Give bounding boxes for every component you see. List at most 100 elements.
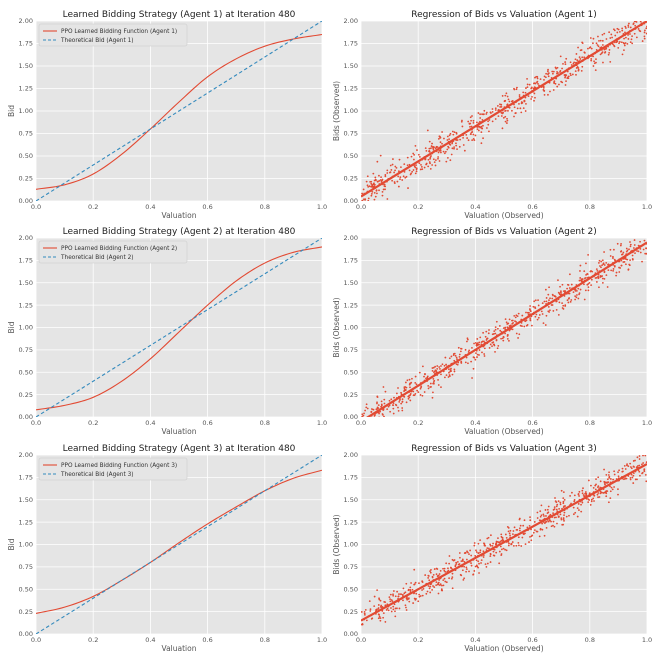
scatter-point [550,525,553,528]
scatter-point [365,180,368,183]
scatter-point [461,119,463,122]
scatter-point [479,336,482,339]
scatter-point [554,497,556,499]
scatter-point [502,539,505,542]
scatter-point [597,275,599,278]
scatter-point [442,584,445,587]
scatter-point [524,543,527,546]
legend-entry: PPO Learned Bidding Function (Agent 2) [61,246,177,252]
scatter-point [555,501,558,504]
scatter-point [603,251,605,253]
scatter-point [378,180,381,182]
scatter-point [478,341,481,344]
scatter-point [466,338,469,341]
scatter-point [371,420,373,422]
scatter-point [646,451,648,453]
scatter-point [370,192,373,195]
scatter-point [450,567,453,569]
scatter-point [509,534,511,537]
scatter-point [573,494,576,497]
scatter-point [499,106,502,108]
scatter-point [462,578,465,581]
scatter-point [534,315,537,318]
scatter-point [500,535,503,538]
scatter-point [623,464,626,467]
scatter-point [394,615,397,618]
scatter-point [413,158,415,161]
scatter-point [484,335,487,338]
scatter-point [613,29,616,32]
scatter-point [513,115,515,118]
scatter-point [368,423,370,425]
scatter-point [578,292,581,295]
scatter-point [465,566,468,569]
scatter-point [401,409,404,412]
scatter-point [411,377,413,380]
scatter-point [431,396,434,399]
scatter-point [397,170,400,173]
series-line-2 [36,21,322,201]
scatter-point [484,563,487,566]
scatter-point [427,585,430,587]
scatter-point [458,353,461,356]
scatter-point [370,410,373,413]
scatter-point [610,486,613,489]
scatter-point [581,489,584,492]
scatter-point [428,140,431,143]
scatter-point [434,164,437,167]
scatter-point [412,602,415,604]
scatter-point [638,29,641,32]
scatter-point [382,188,385,191]
scatter-point [535,530,538,533]
scatter-point [603,468,605,471]
chart-title: Learned Bidding Strategy (Agent 2) at It… [63,227,296,237]
y-tick-label: 2.00 [344,451,358,459]
scatter-point [528,311,530,314]
scatter-point [429,382,432,385]
scatter-point [620,259,623,262]
scatter-point [375,189,378,192]
scatter-point [393,181,396,183]
scatter-point [580,503,582,506]
scatter-point [638,470,641,473]
scatter-point [439,583,442,586]
scatter-point [518,333,521,336]
scatter-point [418,162,421,165]
scatter-point [371,419,373,421]
y-tick-label: 1.50 [344,62,358,70]
scatter-point [394,610,396,613]
scatter-point [609,255,612,257]
scatter-point [508,100,511,103]
scatter-point [515,314,518,317]
scatter-point [578,56,581,59]
legend: PPO Learned Bidding Function (Agent 1) Th… [38,23,188,47]
scatter-point [623,49,625,52]
legend-entry: PPO Learned Bidding Function (Agent 3) [61,463,177,469]
scatter-point [445,562,448,565]
scatter-point [471,377,473,379]
y-tick-label: 2.00 [19,234,33,242]
scatter-point [472,137,475,140]
scatter-point [432,148,435,151]
scatter-point [472,367,475,370]
scatter-point [552,524,554,527]
scatter-point [607,474,610,476]
scatter-point [553,508,556,510]
scatter-point [516,86,518,89]
y-tick-label: 0.00 [19,413,33,421]
y-tick-label: 2.00 [344,234,358,242]
scatter-point [562,497,565,500]
scatter-point [450,577,453,580]
scatter-point [436,146,439,148]
scatter-point [455,132,458,135]
scatter-point [579,49,582,52]
scatter-point [501,127,504,130]
scatter-point [603,32,606,35]
scatter-point [564,76,566,79]
scatter-point [608,31,611,34]
scatter-point [471,139,474,142]
scatter-point [403,387,406,390]
chart-title: Regression of Bids vs Valuation (Agent 3… [411,444,596,454]
scatter-point [541,528,544,531]
x-tick-label: 0.2 [88,636,98,644]
